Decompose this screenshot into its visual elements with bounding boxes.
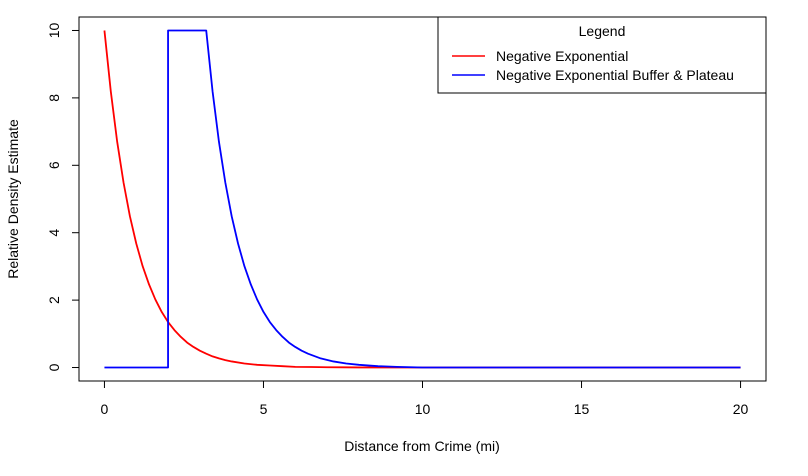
legend-label-negative-exponential: Negative Exponential xyxy=(496,48,628,64)
y-tick-label: 10 xyxy=(46,22,62,38)
x-axis: 0 5 10 15 20 xyxy=(101,380,749,417)
series-line-negative-exponential-buffer-plateau xyxy=(104,29,741,369)
legend-title: Legend xyxy=(579,23,626,39)
legend-box xyxy=(437,16,767,94)
x-tick-label: 0 xyxy=(101,401,109,417)
y-tick-label: 0 xyxy=(46,363,62,371)
series-layer xyxy=(103,29,741,369)
y-axis: 0 2 4 6 8 10 xyxy=(46,22,80,371)
x-tick-label: 15 xyxy=(574,401,590,417)
y-axis-label: Relative Density Estimate xyxy=(5,119,21,279)
x-axis-label: Distance from Crime (mi) xyxy=(344,438,500,454)
legend: Legend Negative Exponential Negative Exp… xyxy=(437,16,767,94)
y-tick-label: 4 xyxy=(46,229,62,237)
x-tick-label: 10 xyxy=(415,401,431,417)
y-tick-label: 8 xyxy=(46,94,62,102)
y-tick-label: 2 xyxy=(46,296,62,304)
x-tick-label: 5 xyxy=(260,401,268,417)
y-tick-label: 6 xyxy=(46,161,62,169)
legend-label-buffer-plateau: Negative Exponential Buffer & Plateau xyxy=(496,67,734,83)
x-tick-label: 20 xyxy=(733,401,749,417)
